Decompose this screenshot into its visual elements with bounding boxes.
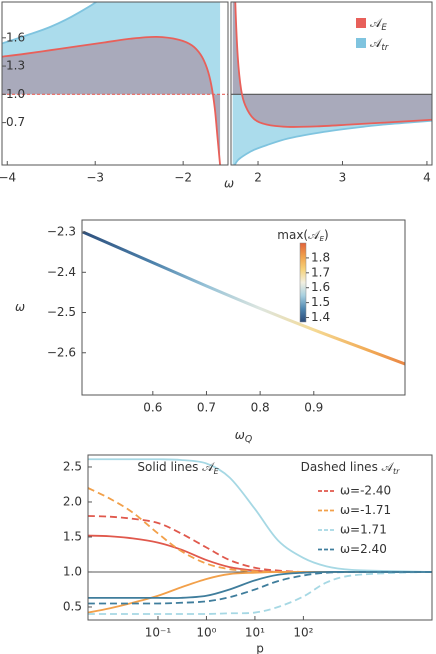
dashed-line	[88, 487, 432, 573]
series-line	[234, 2, 432, 128]
legend-label-main: 𝒜	[370, 36, 383, 50]
plot-area	[82, 230, 405, 366]
area-fill	[232, 2, 432, 127]
x-tick-label: 10²	[293, 626, 313, 640]
y-tick-label: −2.3	[47, 225, 76, 239]
colorbar-tick-label: 1.6	[311, 280, 330, 294]
dashed-line	[88, 571, 432, 605]
x-axis-label: ωQ	[235, 428, 252, 445]
y-tick-label: 1.0	[6, 87, 25, 101]
colorbar-label-post: )	[324, 228, 329, 242]
annotation-sub: E	[214, 467, 219, 476]
frame	[1, 1, 229, 166]
y-tick-label: −2.5	[47, 305, 76, 319]
x-axis-label: p	[256, 642, 264, 654]
annotation-main: Dashed lines 𝒜	[301, 460, 395, 474]
legend-label-sub: E	[381, 23, 387, 33]
legend-label: 𝒜E	[370, 16, 387, 33]
colorbar-tick-label: 1.8	[311, 250, 330, 264]
x-tick-label: 4	[423, 171, 431, 185]
legend-label-main: 𝒜	[370, 16, 383, 30]
x-tick-label: −3	[86, 171, 104, 185]
dashed-line	[88, 571, 432, 615]
legend-label: ω=-1.71	[340, 503, 391, 517]
colorbar-label-main: max(𝒜	[277, 228, 321, 242]
colorbar-tick-label: 1.7	[311, 265, 330, 279]
y-axis-label: ω	[15, 300, 25, 314]
legend-swatch	[356, 38, 366, 48]
y-tick-label: 1.5	[63, 529, 82, 543]
x-tick-label: −2	[174, 171, 192, 185]
series-line	[82, 230, 405, 366]
x-tick-label: −4	[0, 171, 16, 185]
x-tick-label: 10⁰	[196, 626, 216, 640]
series-line	[2, 2, 98, 45]
y-tick-label: 1.0	[63, 564, 82, 578]
area-fill	[2, 36, 221, 165]
x-tick-label: 10⁻¹	[145, 626, 172, 640]
x-tick-label: 0.6	[143, 401, 162, 415]
plot-area	[2, 2, 228, 165]
legend-label: ω=2.40	[340, 542, 387, 556]
series-line	[2, 35, 221, 165]
y-tick-label: 1.6	[6, 30, 25, 44]
series-line	[233, 119, 432, 165]
x-axis-label-main: ω	[235, 428, 245, 442]
x-axis-label-sub: Q	[245, 434, 252, 445]
y-tick-label: 0.7	[6, 115, 25, 129]
legend-swatch	[356, 18, 366, 28]
y-tick-label: 1.3	[6, 59, 25, 73]
colorbar-label: max(𝒜E)	[277, 228, 328, 244]
solid-line	[88, 571, 432, 599]
annotation-main: Solid lines 𝒜	[137, 460, 215, 474]
y-tick-label: 2.0	[63, 494, 82, 508]
frame	[230, 1, 433, 166]
x-tick-label: 0.8	[251, 401, 270, 415]
colorbar-tick-label: 1.4	[311, 310, 330, 324]
solid-line	[88, 458, 432, 573]
y-tick-label: 2.5	[63, 459, 82, 473]
y-tick-label: 0.5	[63, 599, 82, 613]
x-tick-label: 0.9	[304, 401, 323, 415]
legend-label: ω=1.71	[340, 523, 387, 537]
plot-area	[231, 2, 432, 165]
frame	[87, 454, 433, 621]
y-tick-label: −2.6	[47, 345, 76, 359]
annotation-sub: tr	[393, 467, 400, 476]
dashed-line	[88, 515, 432, 573]
x-tick-label: 3	[339, 171, 347, 185]
colorbar-label-sub: E	[319, 234, 324, 243]
annotation: Dashed lines 𝒜tr	[301, 460, 400, 476]
colorbar-tick-label: 1.5	[311, 295, 330, 309]
x-tick-label: 0.7	[197, 401, 216, 415]
plot-area	[88, 458, 432, 615]
x-tick-label: 10¹	[245, 626, 265, 640]
x-tick-label: 2	[254, 171, 262, 185]
y-tick-label: −2.4	[47, 265, 76, 279]
colorbar	[299, 242, 307, 323]
legend-label: ω=-2.40	[340, 484, 391, 498]
x-axis-label: ω	[224, 177, 234, 191]
legend-label-sub: tr	[381, 43, 388, 53]
annotation: Solid lines 𝒜E	[137, 460, 218, 476]
frame	[81, 219, 406, 396]
legend-label: 𝒜tr	[370, 36, 389, 53]
